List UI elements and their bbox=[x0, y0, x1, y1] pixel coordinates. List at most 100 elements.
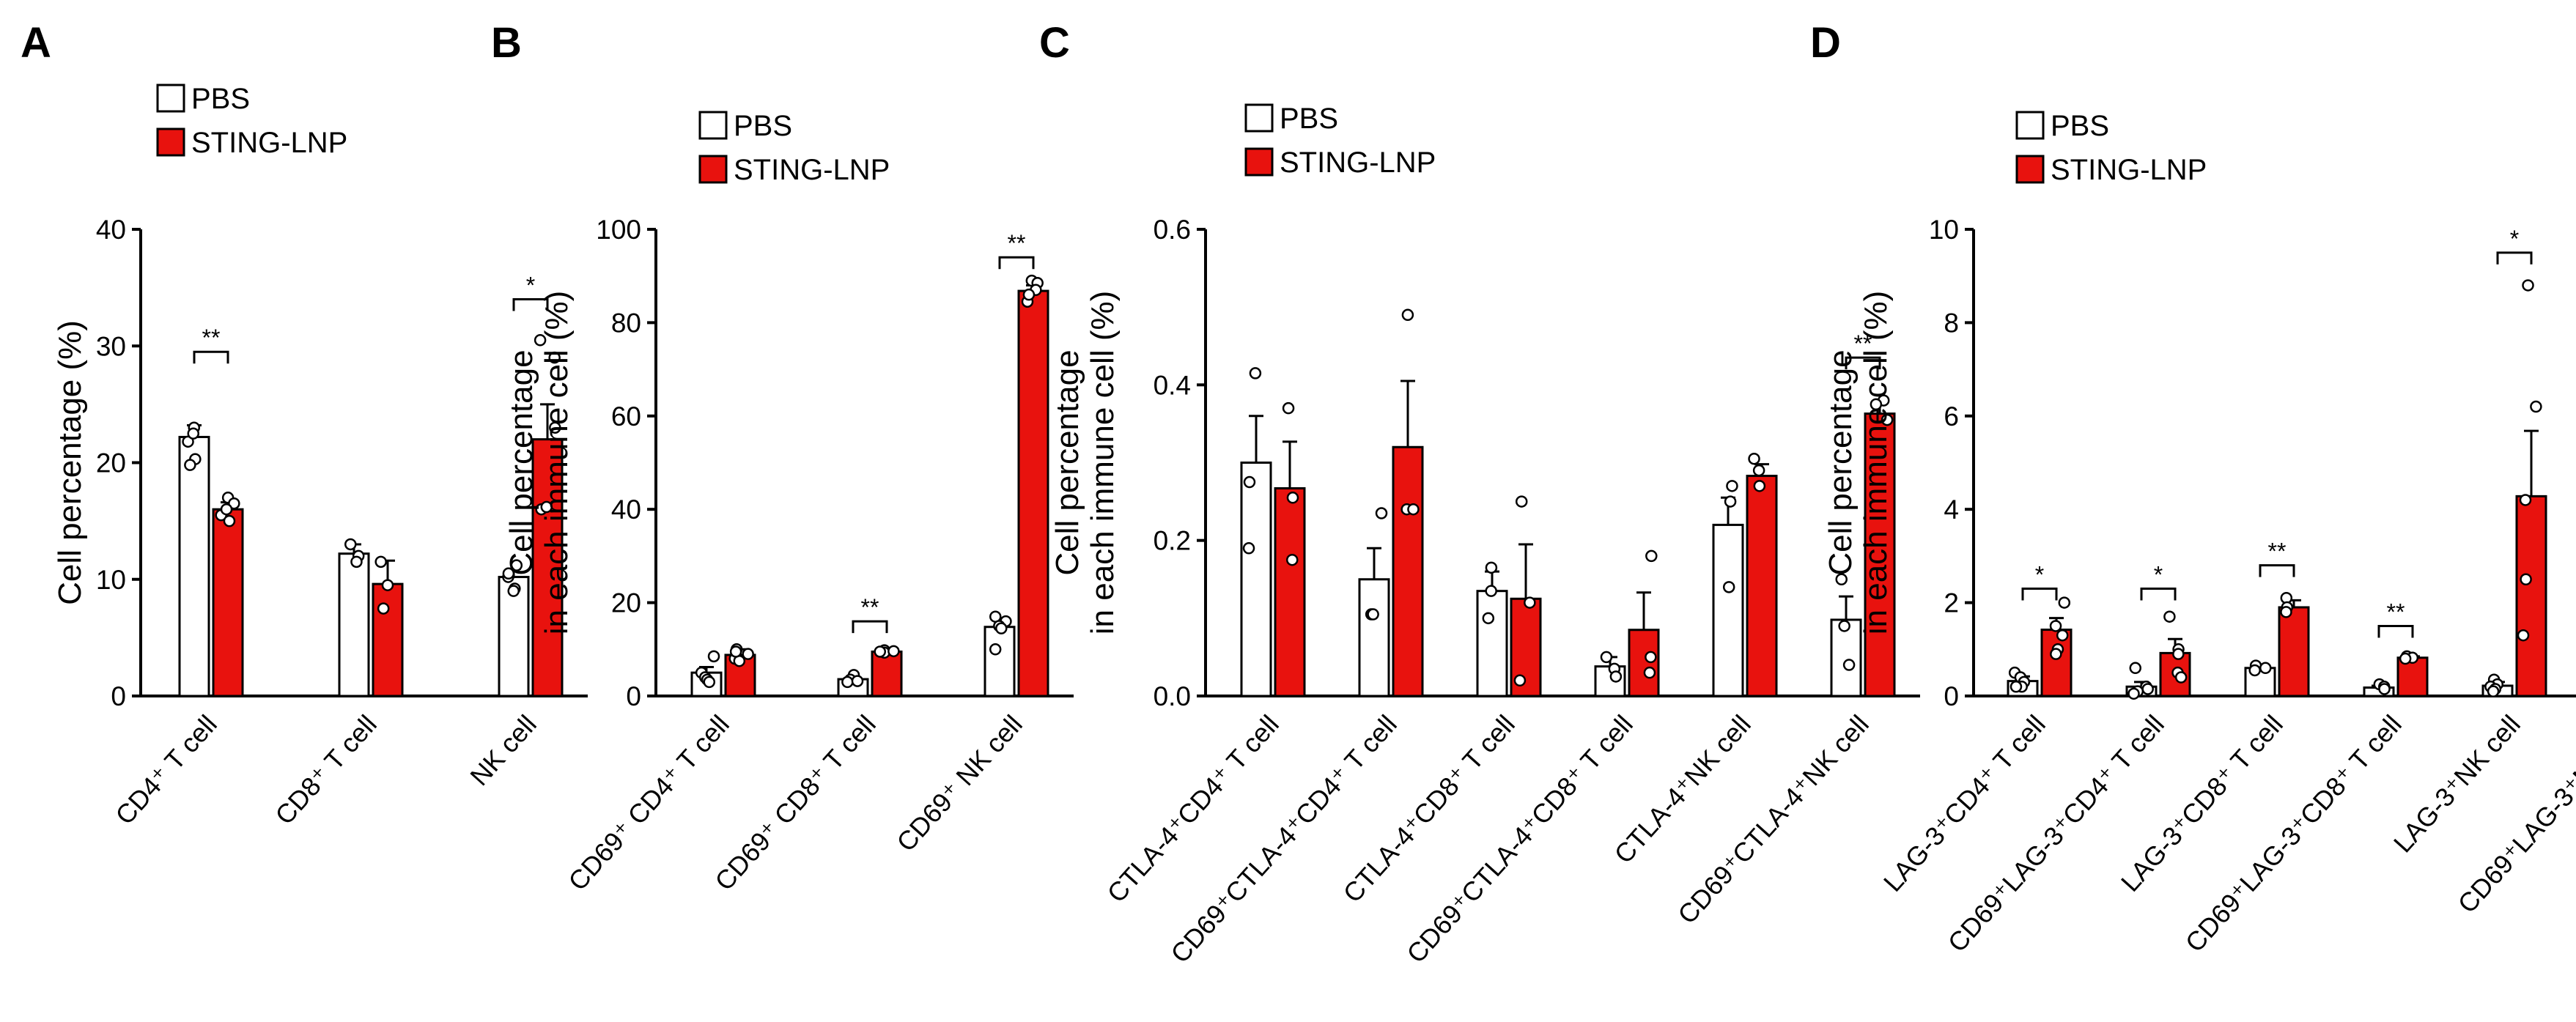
data-point bbox=[184, 459, 196, 471]
significance-bracket bbox=[2377, 624, 2414, 638]
legend-label-pbs: PBS bbox=[2051, 110, 2109, 142]
legend-label-sting-lnp: STING-LNP bbox=[734, 154, 890, 186]
significance-bracket bbox=[2259, 564, 2295, 577]
data-point bbox=[989, 643, 1002, 656]
y-axis-title: in each immune cell (%) bbox=[1858, 291, 1894, 635]
significance-bracket bbox=[2021, 587, 2058, 601]
legend-label-sting-lnp: STING-LNP bbox=[2051, 154, 2207, 186]
panel-letter: B bbox=[491, 19, 522, 67]
legend-label-pbs: PBS bbox=[1280, 103, 1338, 135]
category-label: LAG-3⁺NK cell bbox=[2388, 709, 2526, 859]
bar-pbs bbox=[1712, 523, 1744, 697]
legend-label-sting-lnp: STING-LNP bbox=[191, 127, 347, 159]
data-point bbox=[1842, 659, 1856, 671]
data-point bbox=[729, 645, 742, 658]
panel-letter: D bbox=[1810, 19, 1841, 67]
y-tick-label: 0 bbox=[626, 681, 641, 711]
y-axis-title: Cell percentage (%) bbox=[52, 320, 88, 605]
data-point bbox=[510, 559, 523, 571]
bar-pbs bbox=[178, 435, 210, 697]
data-point bbox=[2522, 279, 2534, 292]
legend-swatch-pbs bbox=[1244, 103, 1274, 133]
data-point bbox=[1722, 581, 1735, 593]
y-tick-label: 0.0 bbox=[1154, 681, 1191, 711]
bar-sting-lnp bbox=[2040, 629, 2073, 697]
significance-label: * bbox=[2035, 561, 2044, 588]
data-point bbox=[2058, 596, 2071, 609]
data-point bbox=[1881, 413, 1894, 426]
y-axis-title: Cell percentage bbox=[1049, 349, 1085, 575]
data-point bbox=[1485, 561, 1498, 574]
data-point bbox=[548, 351, 561, 364]
data-point bbox=[1643, 666, 1656, 679]
data-point bbox=[2163, 610, 2176, 623]
significance-label: ** bbox=[1008, 230, 1026, 256]
data-point bbox=[1724, 495, 1737, 508]
data-point bbox=[707, 650, 720, 663]
data-point bbox=[220, 503, 233, 516]
data-point bbox=[1752, 464, 1765, 477]
data-point bbox=[1515, 495, 1528, 508]
y-tick-label: 0.4 bbox=[1154, 370, 1191, 400]
data-point bbox=[1242, 542, 1255, 555]
data-point bbox=[1285, 553, 1299, 566]
panel-d: D PBS STING-LNP 0 2 4 6 8 10 Cell percentage in ea… bbox=[1810, 19, 2576, 958]
data-point bbox=[1243, 475, 1256, 489]
data-point bbox=[1513, 674, 1527, 687]
bar-sting-lnp bbox=[2515, 495, 2547, 697]
data-point bbox=[841, 675, 854, 689]
significance-bracket bbox=[2140, 587, 2177, 601]
y-tick-label: 60 bbox=[611, 401, 641, 432]
bar-sting-lnp bbox=[1746, 475, 1778, 697]
bar-sting-lnp bbox=[1628, 629, 1660, 697]
y-tick-label: 20 bbox=[96, 448, 126, 478]
data-point bbox=[1645, 549, 1658, 563]
bar-sting-lnp bbox=[1017, 289, 1049, 697]
y-axis-title: in each immune cell (%) bbox=[539, 291, 575, 635]
y-tick-label: 10 bbox=[1929, 215, 1959, 245]
y-tick-label: 80 bbox=[611, 308, 641, 338]
data-point bbox=[1753, 480, 1766, 492]
category-label: CD69⁺LAG-3⁺CD4⁺ T cell bbox=[1942, 709, 2170, 958]
significance-bracket bbox=[1845, 356, 1881, 370]
bar-pbs bbox=[1830, 618, 1862, 697]
significance-label: * bbox=[2510, 226, 2519, 252]
data-point bbox=[374, 555, 387, 569]
significance-label: ** bbox=[2387, 599, 2405, 625]
data-point bbox=[223, 514, 236, 527]
data-point bbox=[350, 555, 363, 569]
data-point bbox=[381, 579, 394, 591]
y-tick-label: 10 bbox=[96, 565, 126, 595]
data-point bbox=[1367, 608, 1379, 621]
data-point bbox=[1870, 398, 1883, 411]
category-label: CD69⁺CTLA-4⁺NK cell bbox=[1672, 709, 1875, 930]
bar-pbs bbox=[1476, 590, 1508, 697]
bar-pbs bbox=[338, 552, 370, 697]
bar-sting-lnp bbox=[372, 582, 404, 697]
legend-swatch-pbs bbox=[698, 111, 728, 140]
category-label: CD4⁺ T cell bbox=[109, 709, 223, 830]
legend-swatch-sting-lnp bbox=[1244, 147, 1274, 177]
data-point bbox=[182, 435, 194, 448]
significance-label: ** bbox=[2268, 538, 2287, 565]
y-tick-label: 30 bbox=[96, 331, 126, 361]
data-point bbox=[703, 675, 716, 689]
data-point bbox=[2487, 685, 2500, 697]
bar-pbs bbox=[1358, 578, 1390, 697]
data-point bbox=[1726, 480, 1738, 492]
significance-label: ** bbox=[861, 594, 879, 621]
data-point bbox=[2141, 683, 2154, 695]
y-axis-title: Cell percentage bbox=[503, 349, 539, 575]
data-point bbox=[2129, 662, 2142, 675]
data-point bbox=[1600, 651, 1613, 664]
y-axis-title: in each immune cell (%) bbox=[1085, 291, 1121, 635]
data-point bbox=[995, 622, 1008, 634]
legend-swatch-pbs bbox=[156, 84, 185, 113]
data-point bbox=[2174, 671, 2188, 684]
data-point bbox=[742, 648, 754, 660]
data-point bbox=[2280, 606, 2292, 618]
category-label: CD69⁺LAG-3⁺CD8⁺ T cell bbox=[2180, 709, 2407, 958]
data-point bbox=[187, 427, 200, 440]
panel-a: A PBS STING-LNP 0 10 20 30 40 Cell percentage (%… bbox=[21, 19, 588, 830]
category-label: CD69⁺CTLA-4⁺CD8⁺ T cell bbox=[1400, 709, 1639, 969]
